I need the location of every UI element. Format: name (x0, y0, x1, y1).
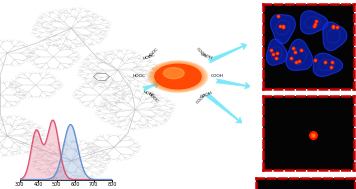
Circle shape (151, 62, 205, 91)
Circle shape (148, 60, 208, 93)
Text: HOOC: HOOC (147, 47, 159, 59)
Circle shape (154, 64, 202, 89)
Polygon shape (271, 15, 295, 44)
Polygon shape (286, 39, 313, 70)
Polygon shape (300, 11, 328, 34)
Circle shape (155, 64, 201, 89)
Circle shape (150, 62, 206, 91)
Circle shape (152, 63, 204, 91)
Text: COOH: COOH (195, 92, 207, 104)
Circle shape (152, 63, 204, 90)
Text: HOOC: HOOC (132, 74, 145, 78)
Circle shape (153, 63, 203, 90)
Text: COOH: COOH (200, 53, 213, 61)
Text: COOH: COOH (195, 47, 207, 59)
Text: HOOC: HOOC (143, 53, 156, 61)
Polygon shape (267, 39, 287, 65)
Text: HOOC: HOOC (147, 92, 159, 104)
Polygon shape (313, 53, 342, 76)
Text: COOH: COOH (200, 90, 213, 99)
Text: HOOC: HOOC (143, 90, 156, 99)
Circle shape (149, 61, 207, 92)
Circle shape (155, 64, 201, 89)
Circle shape (148, 61, 208, 92)
Polygon shape (323, 22, 347, 50)
Circle shape (151, 62, 205, 91)
Text: COOH: COOH (211, 74, 224, 78)
Circle shape (153, 64, 203, 90)
Circle shape (163, 68, 184, 79)
